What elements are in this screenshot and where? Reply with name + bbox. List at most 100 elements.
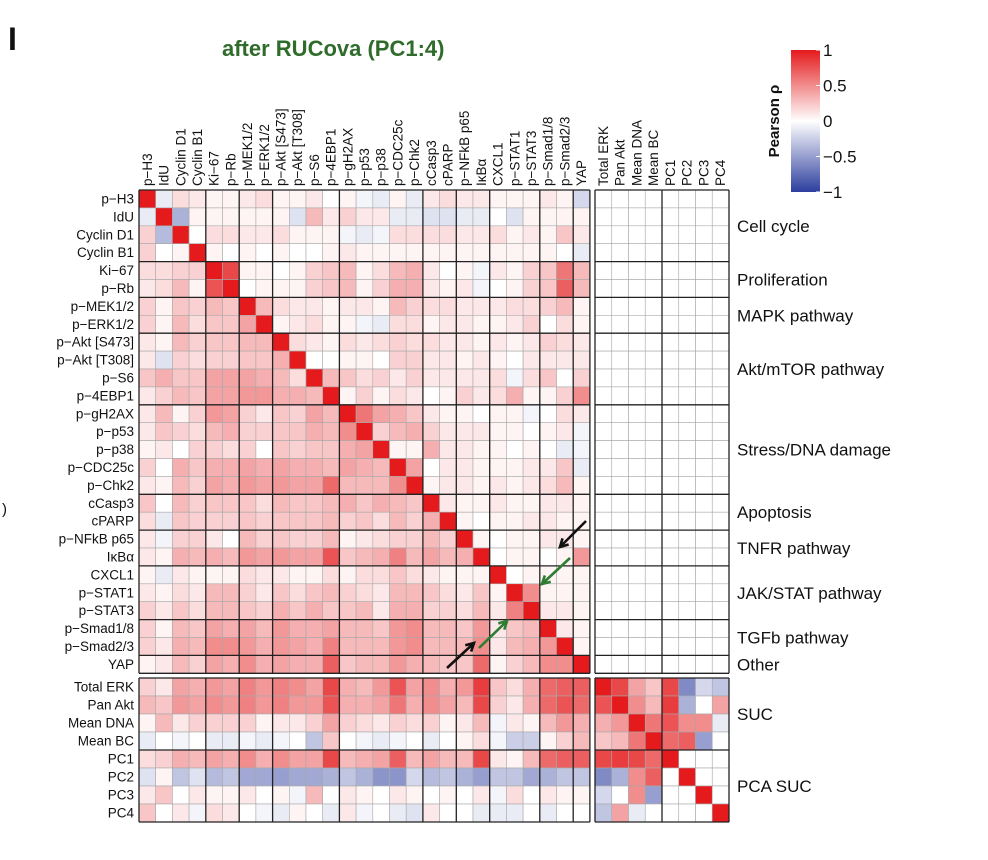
heatmap-cell-p−p53-p−H3 bbox=[138, 422, 157, 441]
heatmap-cell-PC4-p−Smad2/3 bbox=[556, 803, 574, 823]
heatmap-cell-IdU-p−STAT1 bbox=[506, 207, 524, 227]
heatmap-cell-p−Akt [S473]-p−S6 bbox=[305, 332, 324, 352]
heatmap-cell-p−NFkB p65-p−STAT3 bbox=[522, 529, 541, 549]
heatmap-cell-p−Chk2-p−MEK1/2 bbox=[238, 476, 257, 495]
heatmap-cell-Ki−67-p−Rb bbox=[222, 261, 240, 280]
heatmap-cell-p−Smad2/3-IdU bbox=[155, 637, 173, 656]
heatmap-cell-p−H3-IκBα bbox=[472, 189, 491, 209]
heatmap-cell-p−Akt [S473]-p−MEK1/2 bbox=[238, 332, 257, 352]
heatmap-cell-p−CDC25c-p−Smad2/3 bbox=[556, 458, 574, 477]
heatmap-cell-IκBα-p−Rb bbox=[222, 547, 240, 567]
heatmap-cell-p−STAT1-p−Akt [T308] bbox=[288, 583, 307, 602]
heatmap-cell-p−Smad2/3-p−4EBP1 bbox=[322, 637, 340, 656]
heatmap-cell-PC1-p−Akt [S473] bbox=[272, 749, 290, 769]
heatmap-cell-CXCL1-p−CDC25c bbox=[389, 565, 407, 585]
heatmap-cell-p−NFkB p65-Ki−67 bbox=[205, 529, 223, 549]
heatmap-cell-Ki−67-IdU bbox=[155, 261, 173, 280]
heatmap-cell-IκBα-p−Chk2 bbox=[405, 547, 424, 567]
heatmap-cell-PC3-cPARP bbox=[439, 785, 457, 805]
heatmap-cell-p−S6-p−p53 bbox=[355, 368, 374, 388]
heatmap-cell-p−Akt [T308]-p−p53 bbox=[355, 350, 374, 370]
heatmap-cell-p−Akt [S473]-Pan Akt bbox=[611, 332, 629, 352]
heatmap-cell-p−Smad2/3-p−CDC25c bbox=[389, 637, 407, 656]
column-label: PC2 bbox=[680, 160, 695, 186]
heatmap-cell-Cyclin B1-p−Rb bbox=[222, 243, 240, 262]
heatmap-cell-p−CDC25c-Mean BC bbox=[644, 458, 663, 477]
heatmap-cell-p−H3-p−p53 bbox=[355, 189, 374, 209]
heatmap-cell-Cyclin B1-Total ERK bbox=[594, 243, 613, 262]
heatmap-cell-Ki−67-Mean DNA bbox=[628, 261, 646, 280]
heatmap-cell-p−Smad1/8-p−STAT1 bbox=[506, 619, 524, 638]
heatmap-cell-p−Smad1/8-PC4 bbox=[711, 619, 730, 638]
heatmap-cell-p−S6-YAP bbox=[572, 368, 591, 388]
heatmap-cell-cCasp3-p−STAT3 bbox=[522, 493, 541, 513]
heatmap-cell-p−Akt [S473]-PC1 bbox=[661, 332, 680, 352]
heatmap-cell-PC3-Mean BC bbox=[644, 785, 663, 805]
heatmap-cell-Cyclin B1-PC3 bbox=[695, 243, 713, 262]
row-label: p−NFkB p65 bbox=[59, 532, 134, 547]
group-label: Apoptosis bbox=[737, 503, 812, 522]
heatmap-cell-p−4EBP1-Cyclin D1 bbox=[172, 386, 190, 406]
heatmap-cell-p−MEK1/2-Ki−67 bbox=[205, 297, 223, 316]
heatmap-cell-p−H3-CXCL1 bbox=[489, 189, 507, 209]
heatmap-cell-p−S6-PC2 bbox=[678, 368, 696, 388]
heatmap-cell-PC2-PC1 bbox=[661, 767, 680, 787]
heatmap-cell-cCasp3-p−gH2AX bbox=[339, 493, 357, 513]
heatmap-cell-p−Chk2-p−Rb bbox=[222, 476, 240, 495]
heatmap-cell-p−Smad2/3-CXCL1 bbox=[489, 637, 507, 656]
heatmap-cell-p−Chk2-p−CDC25c bbox=[389, 476, 407, 495]
heatmap-cell-Total ERK-PC4 bbox=[711, 677, 730, 697]
heatmap-cells bbox=[138, 189, 730, 823]
heatmap-cell-p−Smad2/3-p−gH2AX bbox=[339, 637, 357, 656]
heatmap-cell-p−p38-PC1 bbox=[661, 440, 680, 459]
heatmap-cell-p−S6-p−STAT1 bbox=[506, 368, 524, 388]
heatmap-cell-Mean BC-Mean BC bbox=[644, 731, 663, 751]
heatmap-cell-p−MEK1/2-p−Akt [S473] bbox=[272, 297, 290, 316]
heatmap-cell-Pan Akt-cCasp3 bbox=[422, 695, 440, 715]
heatmap-cell-Ki−67-cPARP bbox=[439, 261, 457, 280]
column-label: YAP bbox=[574, 160, 589, 186]
heatmap-cell-p−4EBP1-p−S6 bbox=[305, 386, 324, 406]
heatmap-cell-p−MEK1/2-Cyclin B1 bbox=[188, 297, 207, 316]
heatmap-cell-p−S6-CXCL1 bbox=[489, 368, 507, 388]
row-label: Mean DNA bbox=[68, 716, 134, 731]
heatmap-cell-IκBα-PC2 bbox=[678, 547, 696, 567]
heatmap-cell-p−S6-p−NFkB p65 bbox=[455, 368, 474, 388]
heatmap-cell-Total ERK-p−ERK1/2 bbox=[255, 677, 273, 697]
heatmap-cell-Mean BC-PC1 bbox=[661, 731, 680, 751]
heatmap-cell-p−NFkB p65-p−MEK1/2 bbox=[238, 529, 257, 549]
heatmap-cell-Cyclin B1-p−STAT1 bbox=[506, 243, 524, 262]
heatmap-cell-Pan Akt-p−ERK1/2 bbox=[255, 695, 273, 715]
heatmap-cell-Cyclin D1-p−NFkB p65 bbox=[455, 225, 474, 245]
heatmap-cell-YAP-IdU bbox=[155, 655, 173, 674]
heatmap-cell-p−Smad2/3-cPARP bbox=[439, 637, 457, 656]
heatmap-cell-PC4-p−Akt [S473] bbox=[272, 803, 290, 823]
heatmap-cell-IdU-p−Akt [S473] bbox=[272, 207, 290, 227]
heatmap-cell-IκBα-Ki−67 bbox=[205, 547, 223, 567]
heatmap-cell-p−Rb-p−S6 bbox=[305, 279, 324, 298]
heatmap-cell-Pan Akt-p−p53 bbox=[355, 695, 374, 715]
heatmap-cell-p−STAT3-p−STAT3 bbox=[522, 601, 541, 620]
heatmap-cell-p−gH2AX-cCasp3 bbox=[422, 404, 440, 423]
heatmap-cell-p−Smad2/3-p−Smad2/3 bbox=[556, 637, 574, 656]
row-label: p−Akt [T308] bbox=[57, 353, 134, 368]
heatmap-cell-Pan Akt-PC2 bbox=[678, 695, 696, 715]
heatmap-cell-YAP-p−Chk2 bbox=[405, 655, 424, 674]
heatmap-cell-p−p38-IκBα bbox=[472, 440, 491, 459]
heatmap-cell-YAP-p−Akt [T308] bbox=[288, 655, 307, 674]
heatmap-cell-cPARP-YAP bbox=[572, 511, 591, 531]
heatmap-cell-p−MEK1/2-YAP bbox=[572, 297, 591, 316]
heatmap-cell-Mean DNA-p−p53 bbox=[355, 713, 374, 733]
heatmap-cell-p−S6-p−4EBP1 bbox=[322, 368, 340, 388]
heatmap-cell-p−ERK1/2-CXCL1 bbox=[489, 314, 507, 334]
heatmap-cell-p−4EBP1-p−p53 bbox=[355, 386, 374, 406]
heatmap-cell-p−Akt [T308]-p−CDC25c bbox=[389, 350, 407, 370]
heatmap-cell-p−p38-Cyclin D1 bbox=[172, 440, 190, 459]
heatmap-cell-Mean DNA-PC2 bbox=[678, 713, 696, 733]
heatmap-cell-p−Smad2/3-p−Chk2 bbox=[405, 637, 424, 656]
heatmap-cell-IdU-cCasp3 bbox=[422, 207, 440, 227]
heatmap-cell-IdU-PC1 bbox=[661, 207, 680, 227]
heatmap-cell-Ki−67-p−S6 bbox=[305, 261, 324, 280]
heatmap-cell-p−MEK1/2-Pan Akt bbox=[611, 297, 629, 316]
colorbar-legend: Pearson ρ 1 0.5 0 −0.5 −1 bbox=[766, 41, 857, 202]
